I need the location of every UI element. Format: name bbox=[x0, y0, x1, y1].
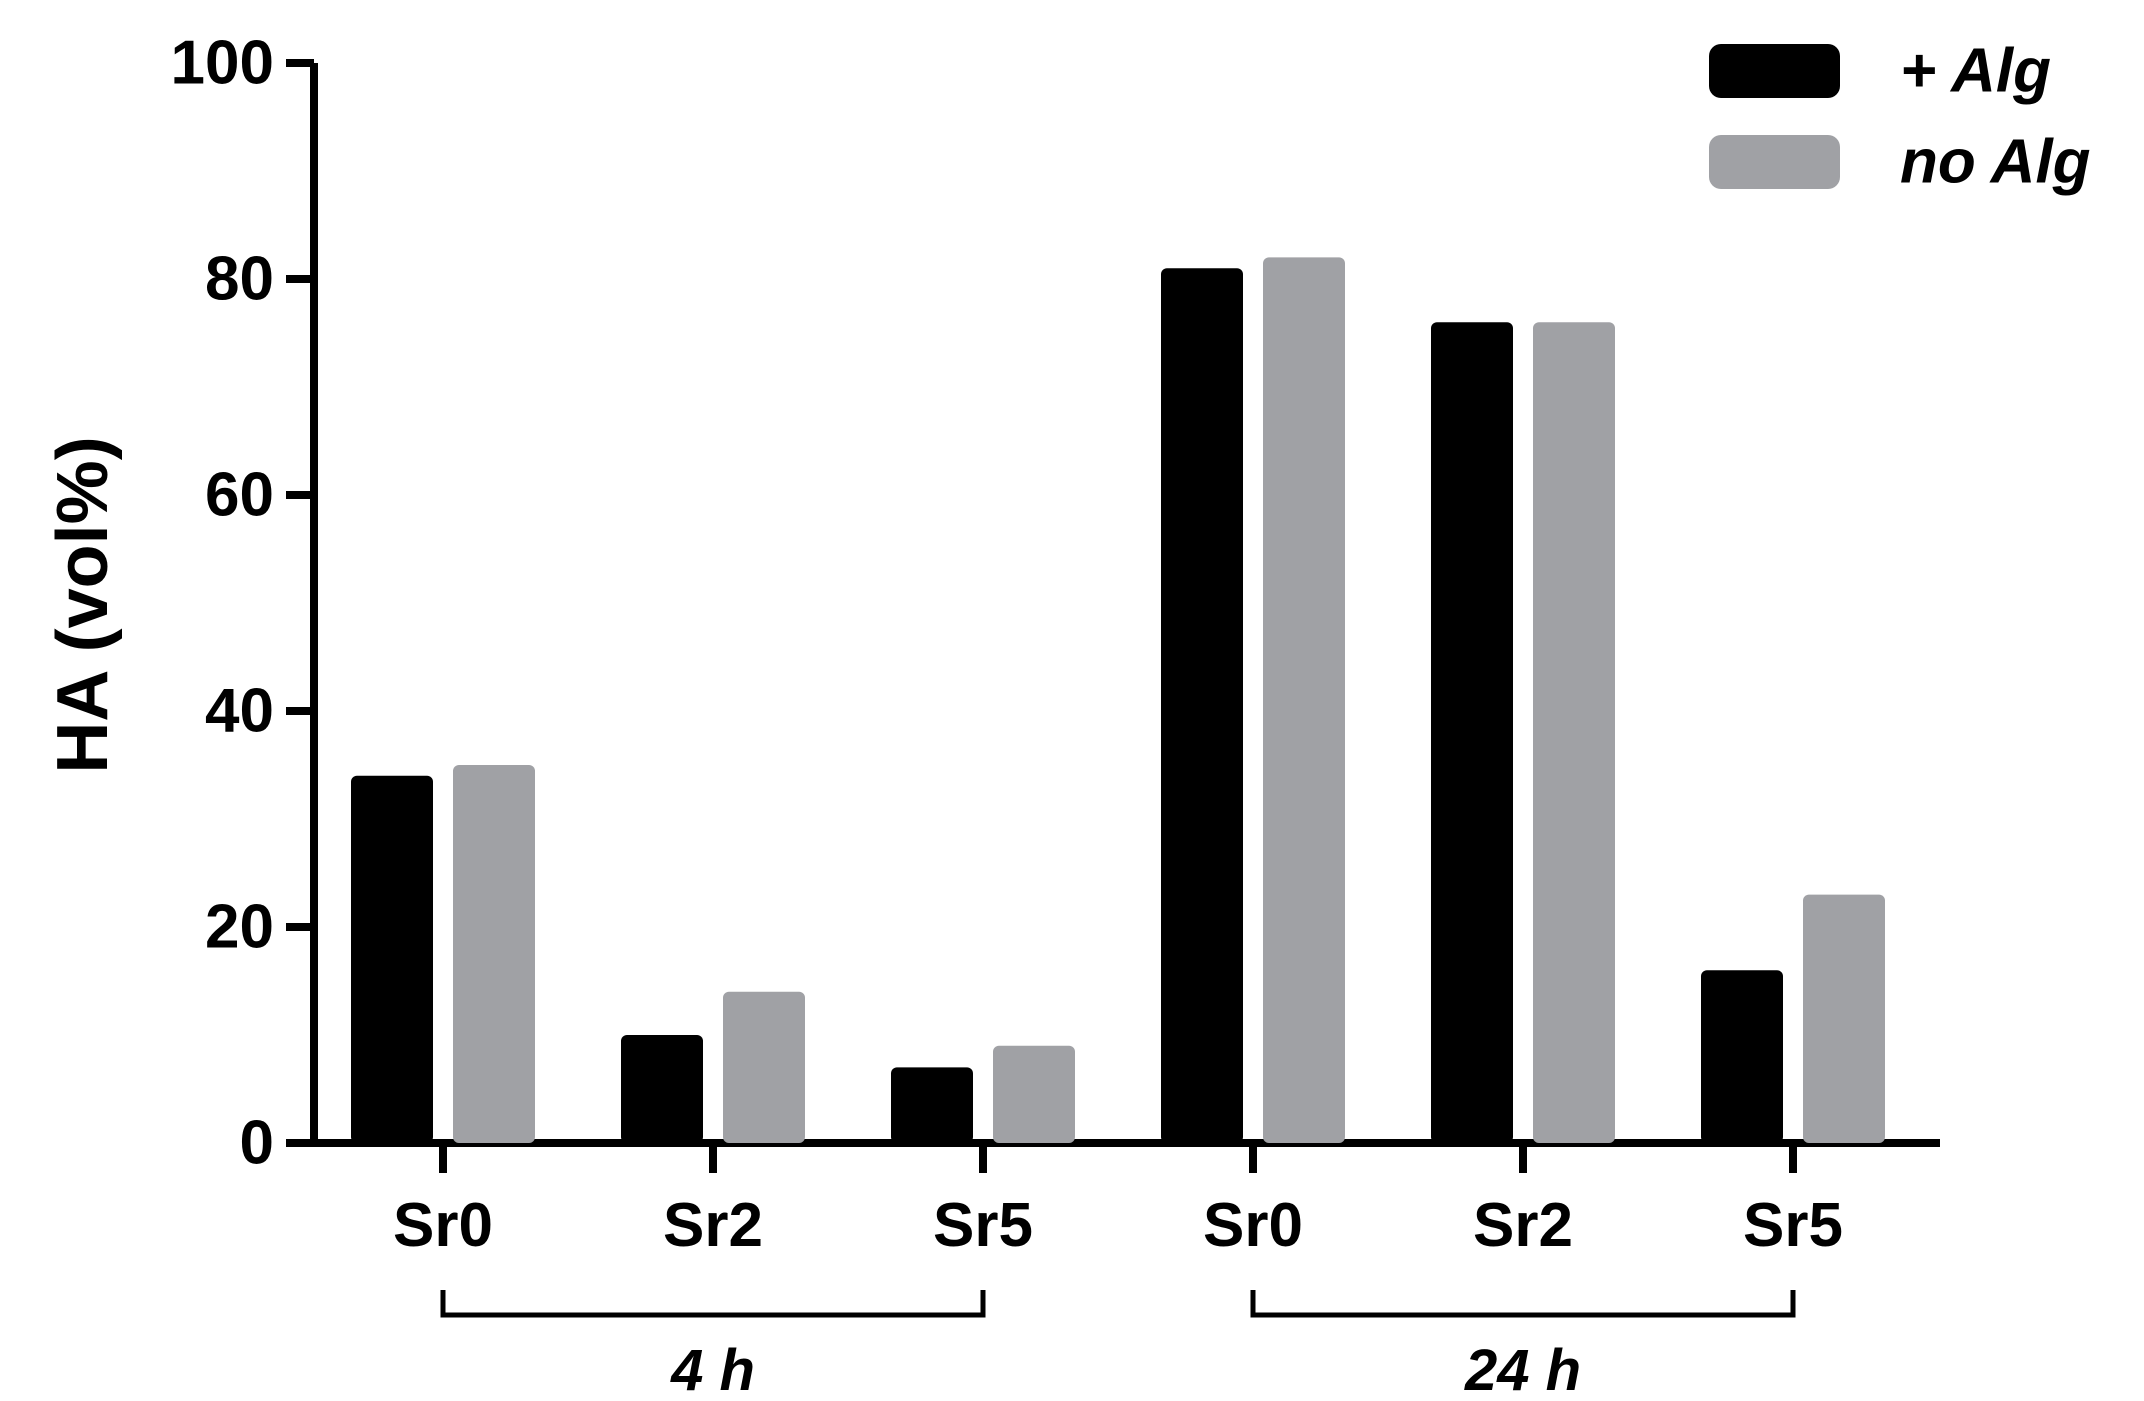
legend-swatch-alg bbox=[1709, 44, 1840, 98]
legend-swatch-no-alg bbox=[1709, 135, 1840, 189]
group-brackets: 4 h 24 h bbox=[440, 1290, 1796, 1401]
bar-alg-sr5-5 bbox=[1701, 970, 1783, 1143]
group-bracket bbox=[1250, 1290, 1796, 1318]
group-label-0: 4 h bbox=[670, 1338, 755, 1401]
x-tick-label-sr5: Sr5 bbox=[1743, 1191, 1843, 1260]
y-tick-label: 100 bbox=[171, 29, 274, 98]
y-ticks: 0 20 40 60 80 100 bbox=[171, 29, 314, 1178]
legend-label-no-alg: no Alg bbox=[1900, 128, 2091, 197]
bar-no-alg-sr2-1 bbox=[723, 991, 805, 1143]
bars bbox=[351, 257, 1885, 1143]
bar-no-alg-sr0-0 bbox=[453, 765, 535, 1143]
y-tick-label: 40 bbox=[205, 677, 274, 746]
y-tick-label: 80 bbox=[205, 245, 274, 314]
bar-no-alg-sr5-5 bbox=[1803, 894, 1885, 1143]
x-tick-label-sr2: Sr2 bbox=[663, 1191, 763, 1260]
y-tick-label: 0 bbox=[240, 1109, 274, 1178]
legend: + Alg no Alg bbox=[1709, 37, 2091, 197]
bar-no-alg-sr2-4 bbox=[1533, 322, 1615, 1143]
x-tick-label-sr2: Sr2 bbox=[1473, 1191, 1573, 1260]
bar-no-alg-sr0-3 bbox=[1263, 257, 1345, 1143]
bar-no-alg-sr5-2 bbox=[993, 1045, 1075, 1143]
group-label-1: 24 h bbox=[1464, 1338, 1581, 1401]
x-tick-label-sr0: Sr0 bbox=[1203, 1191, 1303, 1260]
y-tick-label: 60 bbox=[205, 461, 274, 530]
bar-alg-sr5-2 bbox=[891, 1067, 973, 1143]
y-axis-label: HA (vol%) bbox=[43, 436, 123, 773]
axes bbox=[310, 63, 1940, 1147]
x-ticks: Sr0 Sr2 Sr5 Sr0 Sr2 Sr5 bbox=[393, 1143, 1843, 1260]
bar-alg-sr2-1 bbox=[621, 1035, 703, 1143]
bar-alg-sr0-3 bbox=[1161, 268, 1243, 1143]
group-bracket bbox=[440, 1290, 986, 1318]
x-tick-label-sr5: Sr5 bbox=[933, 1191, 1033, 1260]
y-tick-label: 20 bbox=[205, 893, 274, 962]
x-tick-label-sr0: Sr0 bbox=[393, 1191, 493, 1260]
bar-alg-sr2-4 bbox=[1431, 322, 1513, 1143]
legend-label-alg: + Alg bbox=[1900, 37, 2051, 106]
bar-alg-sr0-0 bbox=[351, 775, 433, 1143]
